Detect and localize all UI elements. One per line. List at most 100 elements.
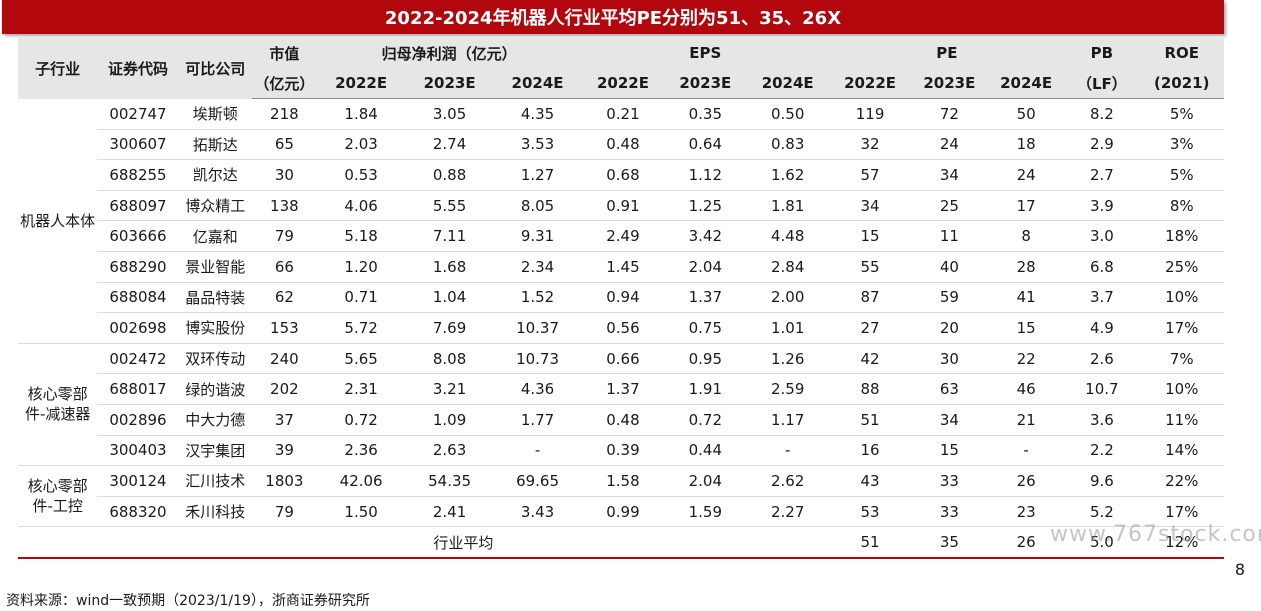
cell-eps-2024: 1.81 (745, 190, 830, 222)
cell-roe: 11% (1139, 404, 1224, 436)
cell-code: 688290 (97, 251, 179, 283)
col-subheader-eps-2022: 2022E (581, 68, 665, 99)
col-header-mktcap: 市值 (251, 38, 317, 68)
cell-profit-2022: 1.20 (316, 251, 406, 283)
col-subheader-pe-2023: 2023E (910, 68, 988, 99)
cell-roe: 5% (1139, 159, 1224, 191)
cell-profit-2024: 69.65 (493, 465, 582, 497)
cell-profit-2022: 0.72 (316, 404, 406, 436)
table-row: 002698 博实股份 153 5.72 7.69 10.37 0.56 0.75 1.01 27… (18, 312, 1224, 344)
cell-roe: 10% (1139, 282, 1224, 314)
cell-eps-2024: 0.83 (745, 129, 830, 161)
cell-pe-2022: 34 (829, 190, 911, 222)
cell-profit-2022: 1.84 (316, 98, 406, 130)
cell-profit-2022: 0.71 (316, 282, 406, 314)
cell-pe-2024: 22 (988, 343, 1065, 375)
cell-company: 埃斯顿 (178, 98, 252, 130)
cell-pe-2023: 34 (910, 159, 988, 191)
col-subheader-eps-2024: 2024E (745, 68, 830, 99)
cell-eps-2022: 0.99 (581, 496, 665, 528)
cell-eps-2022: 0.94 (581, 282, 665, 314)
cell-code: 688320 (97, 496, 179, 528)
cell-mktcap: 153 (251, 312, 317, 344)
cell-profit-2023: 3.21 (405, 373, 494, 405)
cell-pe-2022: 15 (829, 220, 911, 252)
cell-profit-2024: 10.37 (493, 312, 582, 344)
cell-profit-2024: 1.77 (493, 404, 582, 436)
cell-pb: 2.7 (1064, 159, 1140, 191)
cell-pe-2024: 26 (988, 465, 1065, 497)
average-pe-2024: 26 (988, 526, 1065, 559)
cell-eps-2024: 1.17 (745, 404, 830, 436)
cell-mktcap: 1803 (251, 465, 317, 497)
table-header: 子行业 证券代码 可比公司 市值 归母净利润（亿元） EPS PE PB ROE… (18, 38, 1224, 99)
cell-roe: 18% (1139, 220, 1224, 252)
table-row: 核心零部件-工控 300124 汇川技术 1803 42.06 54.35 69.65 1.5… (18, 465, 1224, 528)
table-row: 688255 凯尔达 30 0.53 0.88 1.27 0.68 1.12 1.62 57 34 2… (18, 159, 1224, 191)
cell-profit-2024: 10.73 (493, 343, 582, 375)
table-row: 机器人本体 002747 埃斯顿 218 1.84 3.05 4.35 0.21 0.35 0.5… (18, 98, 1224, 344)
cell-company: 绿的谐波 (178, 373, 252, 405)
cell-eps-2022: 1.45 (581, 251, 665, 283)
cell-pe-2022: 27 (829, 312, 911, 344)
cell-pb: 2.6 (1064, 343, 1140, 375)
cell-eps-2024: 2.27 (745, 496, 830, 528)
col-header-eps: EPS (581, 38, 830, 68)
col-subheader-pe-2022: 2022E (829, 68, 911, 99)
cell-profit-2024: 3.53 (493, 129, 582, 161)
cell-code: 688097 (97, 190, 179, 222)
cell-company: 中大力德 (178, 404, 252, 436)
cell-roe: 17% (1139, 496, 1224, 528)
subindustry-cell: 核心零部件-减速器 (18, 343, 98, 467)
cell-eps-2023: 2.04 (664, 251, 746, 283)
cell-eps-2022: 0.21 (581, 98, 665, 130)
col-header-subindustry: 子行业 (18, 38, 98, 99)
cell-mktcap: 66 (251, 251, 317, 283)
cell-pe-2023: 11 (910, 220, 988, 252)
cell-pb: 10.7 (1064, 373, 1140, 405)
cell-profit-2024: 1.52 (493, 282, 582, 314)
cell-pe-2022: 87 (829, 282, 911, 314)
cell-profit-2022: 5.18 (316, 220, 406, 252)
subindustry-cell: 机器人本体 (18, 98, 98, 344)
cell-pe-2024: 50 (988, 98, 1065, 130)
cell-company: 双环传动 (178, 343, 252, 375)
cell-roe: 22% (1139, 465, 1224, 497)
cell-pb: 6.8 (1064, 251, 1140, 283)
cell-profit-2023: 7.11 (405, 220, 494, 252)
cell-pe-2022: 53 (829, 496, 911, 528)
cell-profit-2023: 5.55 (405, 190, 494, 222)
cell-eps-2023: 1.37 (664, 282, 746, 314)
cell-code: 688084 (97, 282, 179, 314)
cell-pe-2024: 18 (988, 129, 1065, 161)
cell-pe-2022: 32 (829, 129, 911, 161)
cell-mktcap: 65 (251, 129, 317, 161)
cell-eps-2023: 0.75 (664, 312, 746, 344)
cell-mktcap: 79 (251, 496, 317, 528)
cell-profit-2022: 5.72 (316, 312, 406, 344)
cell-pe-2023: 72 (910, 98, 988, 130)
cell-company: 景业智能 (178, 251, 252, 283)
col-header-net-profit: 归母净利润（亿元） (316, 38, 582, 68)
cell-pe-2022: 55 (829, 251, 911, 283)
average-row: 行业平均 51 35 26 5.0 12% (18, 526, 1224, 559)
cell-pe-2023: 15 (910, 435, 988, 467)
cell-mktcap: 79 (251, 220, 317, 252)
cell-profit-2024: 4.35 (493, 98, 582, 130)
average-pe-2022: 51 (829, 526, 911, 559)
cell-pe-2023: 33 (910, 496, 988, 528)
cell-mktcap: 138 (251, 190, 317, 222)
cell-eps-2023: 1.25 (664, 190, 746, 222)
cell-pe-2022: 42 (829, 343, 911, 375)
cell-profit-2023: 0.88 (405, 159, 494, 191)
cell-company: 博众精工 (178, 190, 252, 222)
cell-pe-2024: 23 (988, 496, 1065, 528)
cell-code: 688017 (97, 373, 179, 405)
cell-profit-2024: 1.27 (493, 159, 582, 191)
cell-profit-2023: 1.09 (405, 404, 494, 436)
cell-eps-2023: 0.64 (664, 129, 746, 161)
cell-profit-2022: 5.65 (316, 343, 406, 375)
cell-pb: 5.2 (1064, 496, 1140, 528)
cell-pb: 8.2 (1064, 98, 1140, 130)
cell-pe-2024: 28 (988, 251, 1065, 283)
